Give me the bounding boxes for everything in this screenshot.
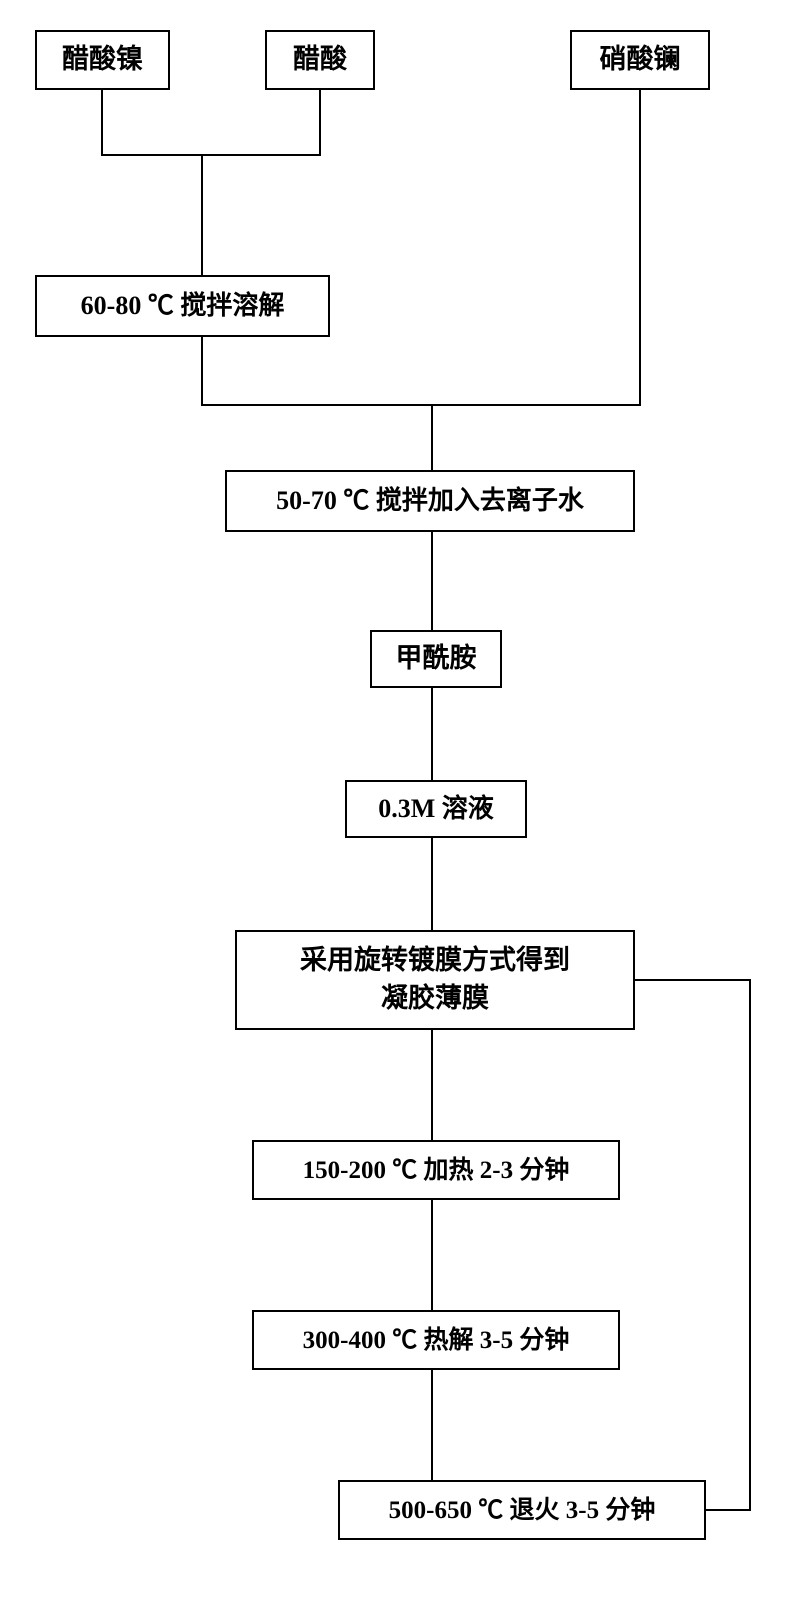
- flow-node-label: 300-400 ℃ 热解 3-5 分钟: [303, 1323, 570, 1358]
- flow-node-label: 150-200 ℃ 加热 2-3 分钟: [303, 1153, 570, 1188]
- flow-edge: [102, 90, 202, 155]
- flow-node-n11: 500-650 ℃ 退火 3-5 分钟: [338, 1480, 706, 1540]
- flow-node-label: 50-70 ℃ 搅拌加入去离子水: [276, 483, 584, 519]
- flow-node-n9: 150-200 ℃ 加热 2-3 分钟: [252, 1140, 620, 1200]
- flow-edge: [635, 980, 750, 1510]
- flow-node-n10: 300-400 ℃ 热解 3-5 分钟: [252, 1310, 620, 1370]
- flow-node-n3: 硝酸镧: [570, 30, 710, 90]
- flow-node-n8: 采用旋转镀膜方式得到 凝胶薄膜: [235, 930, 635, 1030]
- flow-node-label: 0.3M 溶液: [378, 791, 494, 827]
- flow-node-label: 甲酰胺: [396, 640, 477, 678]
- flow-node-label: 醋酸镍: [62, 41, 143, 79]
- flow-node-n1: 醋酸镍: [35, 30, 170, 90]
- flow-node-n4: 60-80 ℃ 搅拌溶解: [35, 275, 330, 337]
- flow-node-label: 采用旋转镀膜方式得到 凝胶薄膜: [300, 942, 570, 1018]
- flow-edge: [202, 90, 320, 155]
- flow-node-n2: 醋酸: [265, 30, 375, 90]
- flow-node-label: 醋酸: [293, 41, 347, 79]
- flow-edge: [202, 337, 432, 405]
- flow-node-n7: 0.3M 溶液: [345, 780, 527, 838]
- flow-edge: [432, 90, 640, 405]
- flow-node-label: 硝酸镧: [600, 41, 681, 79]
- flow-node-label: 500-650 ℃ 退火 3-5 分钟: [389, 1493, 656, 1528]
- flow-node-n5: 50-70 ℃ 搅拌加入去离子水: [225, 470, 635, 532]
- flow-node-n6: 甲酰胺: [370, 630, 502, 688]
- flow-node-label: 60-80 ℃ 搅拌溶解: [81, 288, 285, 324]
